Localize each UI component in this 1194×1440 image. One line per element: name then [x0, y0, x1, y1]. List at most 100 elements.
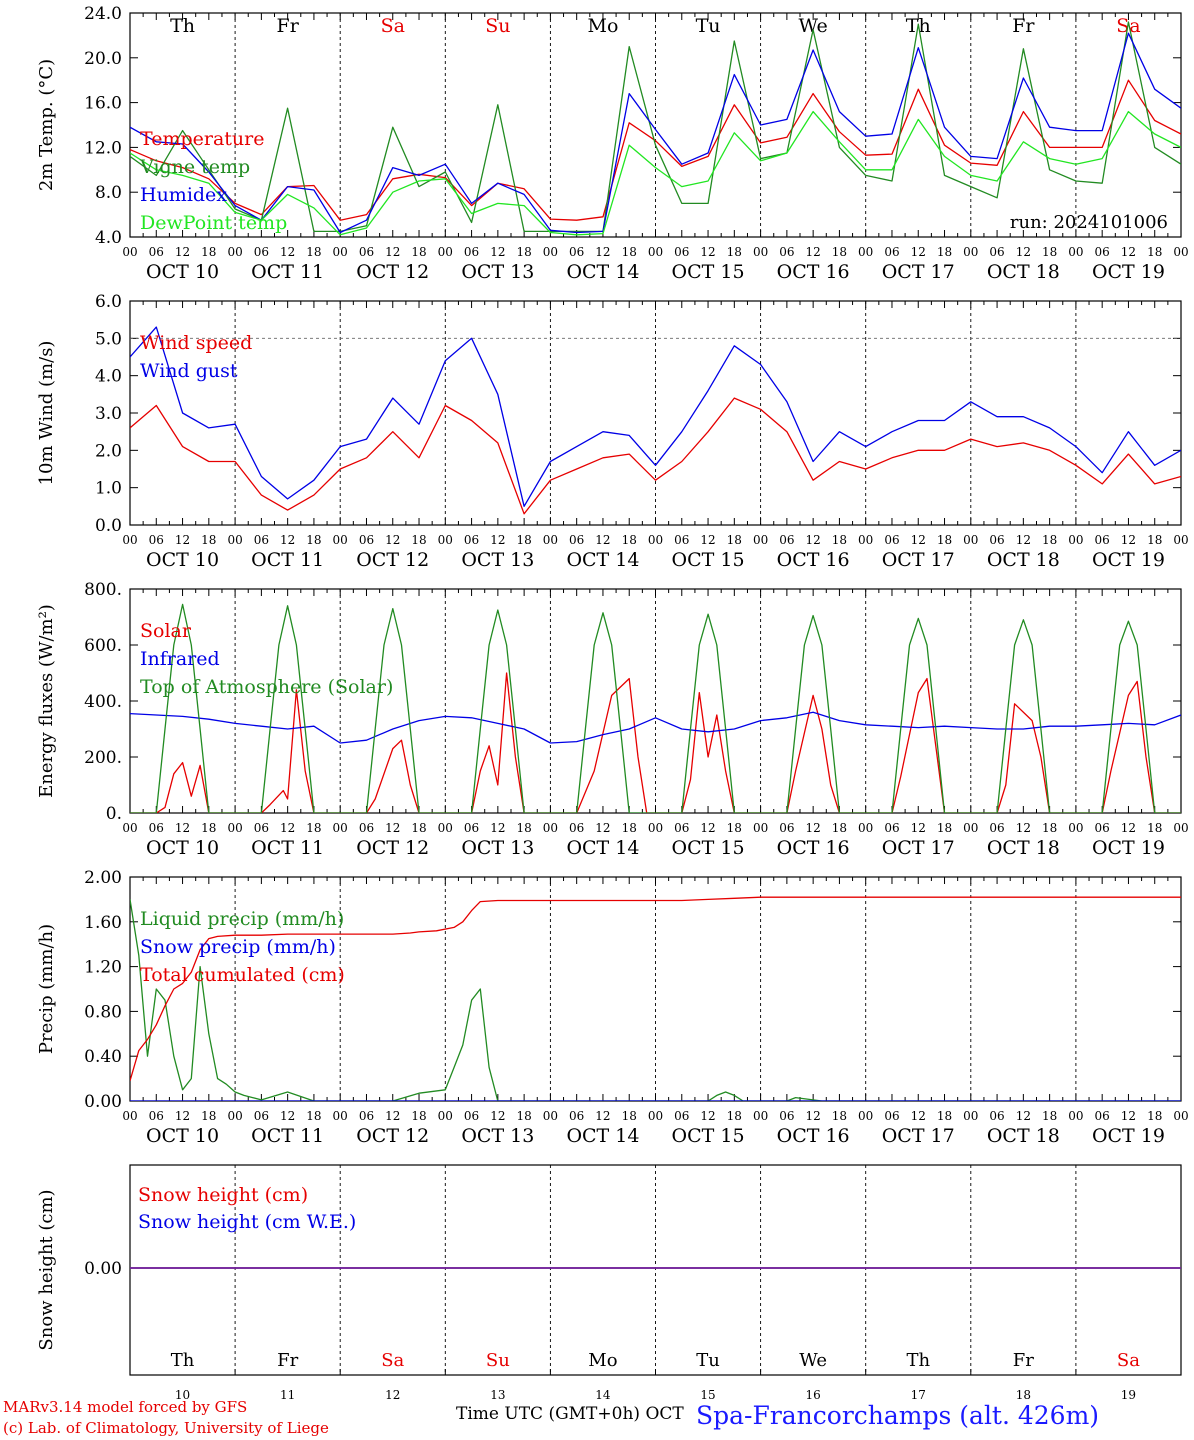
hour-tick-label: 12 [911, 533, 926, 547]
date-label: OCT 18 [987, 549, 1060, 571]
credits-model: MARv3.14 model forced by GFS [3, 1398, 248, 1416]
hour-tick-label: 18 [622, 533, 637, 547]
hour-tick-label: 18 [727, 245, 742, 259]
hour-tick-label: 18 [201, 821, 216, 835]
date-label: OCT 15 [672, 549, 745, 571]
hour-tick-label: 06 [569, 245, 584, 259]
y-tick-label: 0.80 [84, 1002, 122, 1022]
y-axis-title: 10m Wind (m/s) [36, 341, 57, 486]
weekday-label: Sa [381, 15, 405, 37]
hour-tick-label: 06 [674, 533, 689, 547]
hour-tick-label: 00 [858, 245, 873, 259]
x-axis-label: Time UTC (GMT+0h) OCT [456, 1404, 684, 1424]
hour-tick-label: 12 [175, 533, 190, 547]
y-tick-label: 20.0 [84, 49, 122, 69]
weekday-label: Fr [1013, 1350, 1034, 1371]
hour-tick-label: 00 [543, 533, 558, 547]
hour-tick-label: 00 [438, 821, 453, 835]
hour-tick-label: 18 [832, 533, 847, 547]
panel-3: 00 06 12 18 00 06 12 18 00 06 12 18 00 06 12 18 00 06 12 18… [36, 580, 1189, 859]
hour-tick-label: 12 [280, 533, 295, 547]
hour-tick-label: 06 [779, 821, 794, 835]
y-tick-label: 200. [84, 748, 122, 768]
hour-tick-label: 12 [490, 821, 505, 835]
hour-tick-label: 00 [543, 821, 558, 835]
hour-tick-label: 06 [989, 533, 1004, 547]
date-label: OCT 10 [146, 1125, 219, 1147]
hour-tick-label: 06 [569, 1109, 584, 1123]
hour-tick-label: 12 [806, 245, 821, 259]
hour-tick-label: 12 [1121, 245, 1136, 259]
hour-tick-label: 00 [227, 1109, 242, 1123]
hour-tick-label: 00 [438, 1109, 453, 1123]
day-number-label: 19 [1121, 1388, 1136, 1402]
hour-tick-label: 06 [464, 533, 479, 547]
hour-tick-label: 12 [280, 1109, 295, 1123]
hour-tick-label: 00 [648, 533, 663, 547]
hour-tick-label: 18 [622, 1109, 637, 1123]
hour-tick-label: 00 [1068, 1109, 1083, 1123]
hour-tick-label: 06 [1095, 821, 1110, 835]
hour-tick-label: 12 [700, 1109, 715, 1123]
series-line-humidex [130, 32, 1181, 234]
hour-tick-label: 12 [385, 1109, 400, 1123]
hour-tick-label: 12 [911, 245, 926, 259]
legend-entry: Snow height (cm) [138, 1184, 308, 1206]
date-label: OCT 18 [987, 837, 1060, 859]
weekday-label: Mo [587, 15, 618, 37]
date-label: OCT 14 [566, 837, 639, 859]
date-label: OCT 13 [461, 837, 534, 859]
hour-tick-label: 00 [438, 533, 453, 547]
hour-tick-label: 00 [1173, 1109, 1188, 1123]
y-tick-label: 0.00 [84, 1259, 122, 1279]
hour-tick-label: 18 [1147, 245, 1162, 259]
date-label: OCT 13 [461, 549, 534, 571]
hour-tick-label: 18 [622, 245, 637, 259]
date-label: OCT 11 [251, 1125, 324, 1147]
hour-tick-label: 06 [464, 821, 479, 835]
y-axis-title: Precip (mm/h) [36, 924, 57, 1054]
weekday-label: We [799, 1350, 827, 1371]
legend-entry: Snow precip (mm/h) [140, 936, 336, 958]
hour-tick-label: 12 [385, 821, 400, 835]
hour-tick-label: 06 [359, 245, 374, 259]
hour-tick-label: 06 [464, 1109, 479, 1123]
day-number-label: 14 [595, 1388, 611, 1402]
day-number-label: 10 [175, 1388, 190, 1402]
date-label: OCT 16 [777, 261, 850, 283]
hour-tick-label: 06 [674, 1109, 689, 1123]
weekday-label: Sa [1116, 15, 1140, 37]
weekday-label: Th [171, 1350, 195, 1371]
hour-tick-label: 18 [937, 1109, 952, 1123]
hour-tick-label: 18 [516, 821, 531, 835]
day-number-label: 16 [806, 1388, 821, 1402]
date-label: OCT 18 [987, 1125, 1060, 1147]
y-tick-label: 4.0 [95, 228, 122, 248]
hour-tick-label: 00 [1173, 245, 1188, 259]
y-tick-label: 24.0 [84, 4, 122, 24]
hour-tick-label: 18 [411, 533, 426, 547]
hour-tick-label: 12 [1016, 821, 1031, 835]
y-tick-label: 3.0 [95, 404, 122, 424]
y-tick-label: 800. [84, 580, 122, 600]
y-tick-label: 2.00 [84, 868, 122, 888]
y-tick-label: 400. [84, 692, 122, 712]
y-tick-label: 1.60 [84, 913, 122, 933]
hour-tick-label: 00 [543, 1109, 558, 1123]
series-line-total-cumulated-cm- [130, 896, 1181, 1081]
hour-tick-label: 00 [648, 821, 663, 835]
hour-tick-label: 12 [595, 1109, 610, 1123]
hour-tick-label: 12 [280, 821, 295, 835]
hour-tick-label: 00 [122, 533, 137, 547]
date-label: OCT 13 [461, 261, 534, 283]
hour-tick-label: 12 [806, 821, 821, 835]
hour-tick-label: 00 [227, 533, 242, 547]
hour-tick-label: 00 [1173, 533, 1188, 547]
hour-tick-label: 12 [490, 245, 505, 259]
weekday-label: Fr [277, 1350, 298, 1371]
hour-tick-label: 18 [411, 1109, 426, 1123]
y-axis-title: 2m Temp. (°C) [36, 59, 57, 191]
date-label: OCT 16 [777, 1125, 850, 1147]
